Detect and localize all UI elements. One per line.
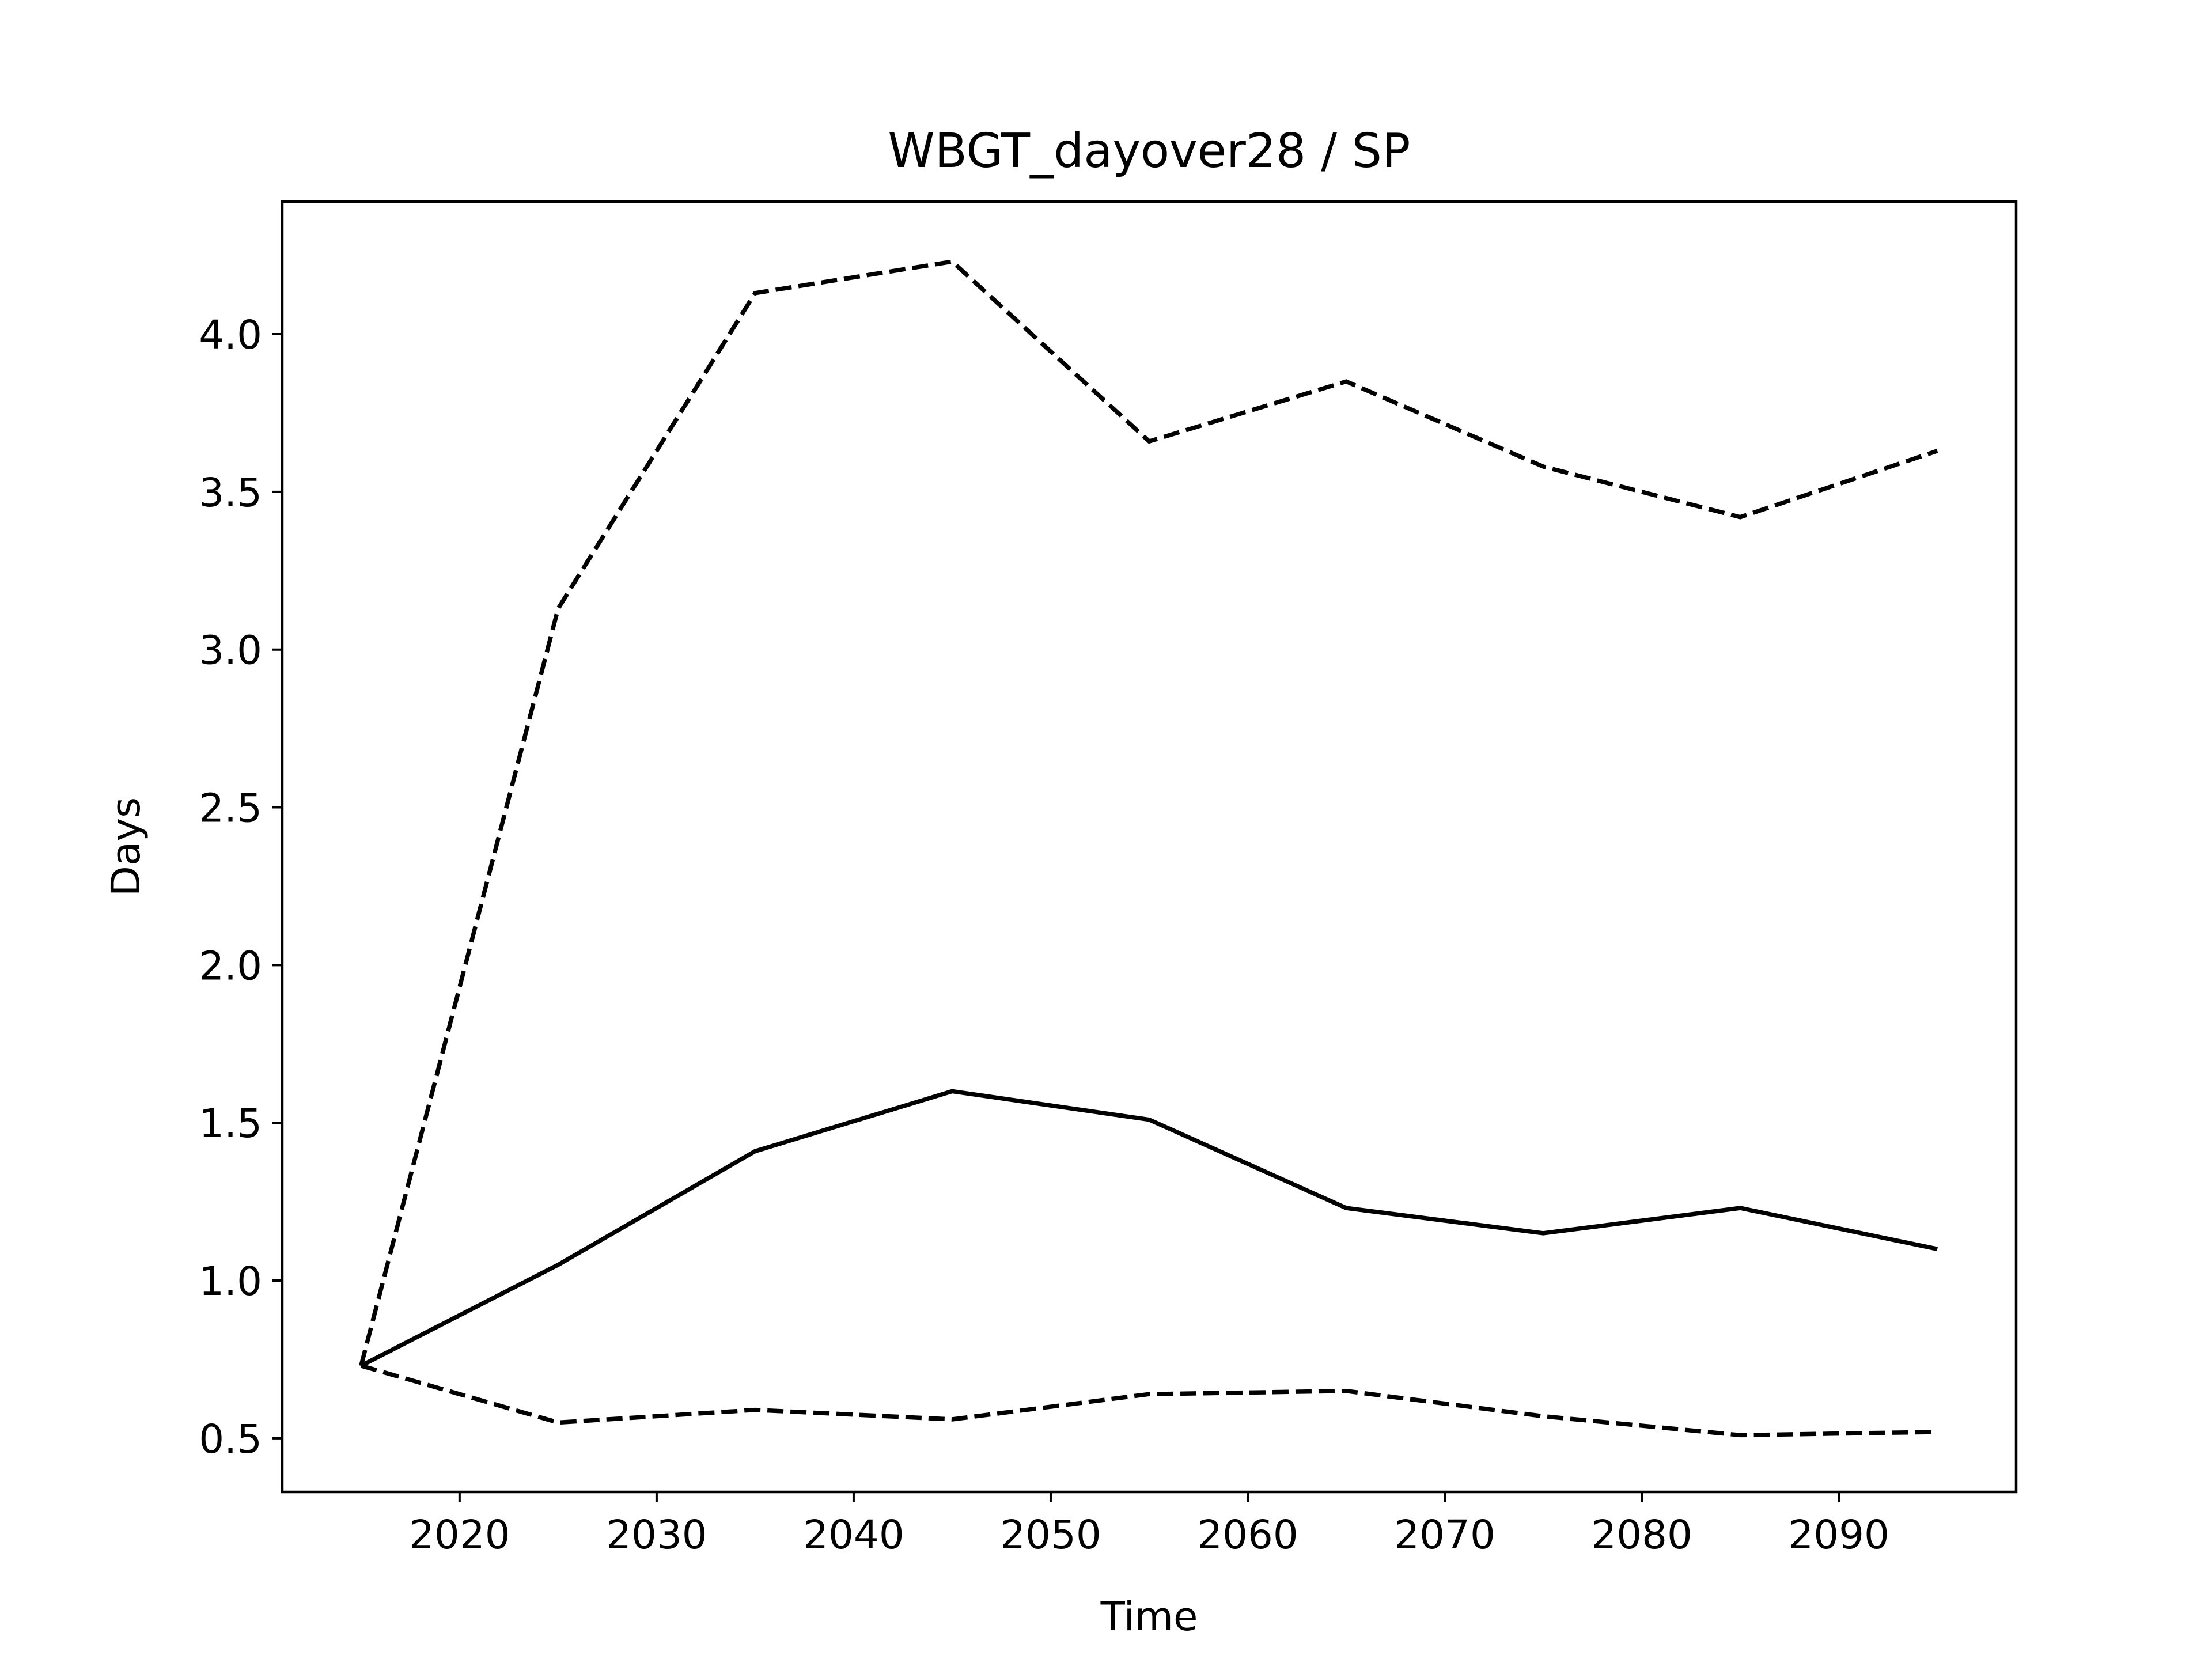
plot-frame — [281, 200, 2018, 1494]
x-tick-label: 2080 — [1591, 1512, 1692, 1558]
y-tick-label: 3.0 — [199, 628, 262, 674]
x-tick-label: 2050 — [1000, 1512, 1101, 1558]
y-tick-label: 3.5 — [199, 470, 262, 516]
x-tick-label: 2090 — [1788, 1512, 1889, 1558]
series-upper-dashed-line — [359, 259, 1938, 1366]
y-tick-label: 1.5 — [199, 1101, 262, 1147]
y-axis: 0.5 1.0 1.5 2.0 2.5 3.0 3.5 4.0 — [199, 312, 282, 1463]
chart-title: WBGT_dayover28 / SP — [888, 124, 1411, 179]
x-tick-label: 2020 — [409, 1512, 510, 1558]
x-axis: 2020 2030 2040 2050 2060 2070 2080 2090 — [409, 1492, 1889, 1558]
y-axis-label: Days — [103, 797, 149, 896]
series-median-line — [360, 1089, 1938, 1368]
x-tick-label: 2060 — [1197, 1512, 1298, 1558]
y-tick-label: 2.0 — [199, 943, 262, 989]
x-axis-label: Time — [1100, 1594, 1198, 1640]
series-layer — [359, 259, 1938, 1438]
y-tick-label: 0.5 — [199, 1416, 262, 1463]
x-tick-label: 2030 — [606, 1512, 707, 1558]
x-tick-label: 2070 — [1394, 1512, 1495, 1558]
y-tick-label: 2.5 — [199, 786, 262, 832]
y-tick-label: 1.0 — [199, 1259, 262, 1305]
x-tick-label: 2040 — [803, 1512, 904, 1558]
y-tick-label: 4.0 — [199, 312, 262, 358]
series-lower-dashed-line — [360, 1363, 1938, 1438]
